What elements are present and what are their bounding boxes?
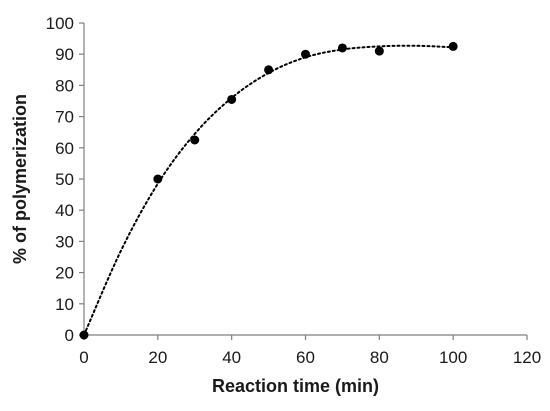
data-point: [153, 174, 163, 184]
x-tick-label: 120: [513, 348, 541, 367]
data-point: [79, 330, 89, 340]
data-points-layer: [79, 41, 458, 340]
axes-layer: [83, 23, 527, 336]
data-point: [448, 41, 458, 51]
y-tick-label: 30: [55, 232, 74, 251]
data-point: [337, 43, 347, 53]
x-axis-title: Reaction time (min): [212, 376, 379, 396]
ticks-layer: 0 10 20 30 40 50 60 70 80 90 100 0 20 40 60 80 100 120: [46, 14, 542, 367]
trendline: [83, 44, 455, 336]
y-tick-label: 80: [55, 76, 74, 95]
y-tick-label: 60: [55, 139, 74, 158]
y-tick-label: 40: [55, 201, 74, 220]
y-tick-label: 50: [55, 170, 74, 189]
y-tick-label: 90: [55, 45, 74, 64]
x-tick-label: 100: [439, 348, 467, 367]
y-tick-label: 70: [55, 108, 74, 127]
x-tick-label: 40: [222, 348, 241, 367]
y-axis-title: % of polymerization: [10, 94, 30, 264]
data-point: [190, 135, 200, 145]
x-tick-label: 80: [370, 348, 389, 367]
x-tick-label: 20: [148, 348, 167, 367]
y-tick-label: 0: [65, 326, 74, 345]
x-tick-label: 0: [79, 348, 88, 367]
y-tick-label: 10: [55, 295, 74, 314]
data-point: [374, 46, 384, 56]
data-point: [301, 49, 310, 59]
x-tick-label: 60: [296, 348, 315, 367]
y-tick-label: 100: [46, 14, 74, 33]
data-point: [227, 94, 237, 104]
data-point: [264, 65, 274, 75]
trendline-layer: [83, 44, 455, 336]
y-tick-label: 20: [55, 264, 74, 283]
